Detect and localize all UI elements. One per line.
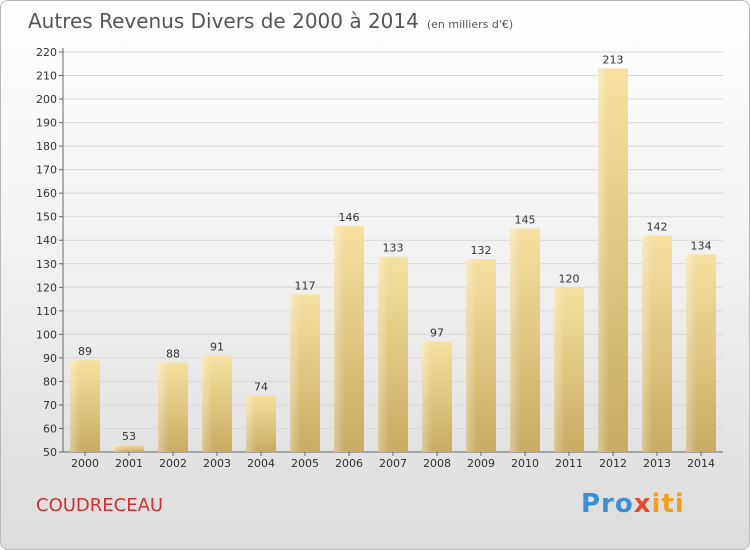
x-tick-label: 2000 xyxy=(71,457,99,470)
y-tick-label: 60 xyxy=(43,422,57,435)
bar-highlight xyxy=(510,228,521,452)
logo-part-3: iti xyxy=(651,489,685,519)
y-tick-label: 170 xyxy=(36,164,57,177)
y-tick-label: 110 xyxy=(36,305,57,318)
x-tick-label: 2010 xyxy=(511,457,539,470)
data-label: 132 xyxy=(471,244,492,257)
x-tick-label: 2006 xyxy=(335,457,363,470)
bar-highlight xyxy=(334,226,345,452)
data-label: 146 xyxy=(339,211,360,224)
y-tick-label: 80 xyxy=(43,375,57,388)
bar-highlight xyxy=(378,256,389,452)
data-label: 142 xyxy=(647,221,668,234)
data-label: 145 xyxy=(515,213,536,226)
bar-highlight xyxy=(642,235,653,452)
y-tick-label: 160 xyxy=(36,187,57,200)
x-tick-label: 2005 xyxy=(291,457,319,470)
bar-highlight xyxy=(70,360,81,452)
data-label: 74 xyxy=(254,381,268,394)
x-tick-label: 2004 xyxy=(247,457,275,470)
data-label: 133 xyxy=(383,242,404,255)
x-tick-label: 2007 xyxy=(379,457,407,470)
data-label: 53 xyxy=(122,430,136,443)
x-tick-label: 2001 xyxy=(115,457,143,470)
y-tick-label: 210 xyxy=(36,70,57,83)
y-tick-label: 150 xyxy=(36,211,57,224)
bar-highlight xyxy=(466,259,477,452)
y-tick-label: 70 xyxy=(43,399,57,412)
x-tick-label: 2009 xyxy=(467,457,495,470)
bar-highlight xyxy=(246,395,257,452)
bar-highlight xyxy=(158,362,169,452)
y-tick-label: 200 xyxy=(36,93,57,106)
data-label: 97 xyxy=(430,326,444,339)
x-tick-label: 2014 xyxy=(687,457,715,470)
x-tick-label: 2002 xyxy=(159,457,187,470)
x-tick-label: 2012 xyxy=(599,457,627,470)
y-tick-label: 140 xyxy=(36,234,57,247)
data-label: 120 xyxy=(559,272,580,285)
bar xyxy=(114,444,144,452)
y-tick-label: 50 xyxy=(43,446,57,459)
data-label: 134 xyxy=(691,239,712,252)
y-tick-label: 220 xyxy=(36,46,57,59)
bar-highlight xyxy=(554,287,565,452)
bar-highlight xyxy=(202,355,213,452)
data-label: 89 xyxy=(78,345,92,358)
x-tick-label: 2003 xyxy=(203,457,231,470)
proxiti-logo: Proxiti xyxy=(581,489,685,519)
y-tick-label: 100 xyxy=(36,328,57,341)
data-label: 88 xyxy=(166,348,180,361)
data-label: 117 xyxy=(295,279,316,292)
bar-highlight xyxy=(422,341,433,452)
y-tick-label: 120 xyxy=(36,281,57,294)
x-tick-label: 2008 xyxy=(423,457,451,470)
chart-title: Autres Revenus Divers de 2000 à 2014 (en … xyxy=(28,9,513,33)
bar-highlight xyxy=(290,294,301,452)
bar-highlight xyxy=(598,68,609,453)
y-tick-label: 90 xyxy=(43,352,57,365)
x-tick-label: 2011 xyxy=(555,457,583,470)
logo-part-2: x xyxy=(633,489,652,519)
y-tick-label: 190 xyxy=(36,117,57,130)
x-tick-label: 2013 xyxy=(643,457,671,470)
bar-highlight xyxy=(114,444,125,452)
y-tick-label: 130 xyxy=(36,258,57,271)
y-tick-label: 180 xyxy=(36,140,57,153)
title-main: Autres Revenus Divers de 2000 à 2014 xyxy=(28,9,419,33)
title-subtitle: (en milliers d'€) xyxy=(426,18,514,31)
bar-highlight xyxy=(686,254,697,452)
commune-name: COUDRECEAU xyxy=(36,495,164,516)
data-label: 213 xyxy=(603,53,624,66)
logo-part-1: Pro xyxy=(581,489,634,519)
data-label: 91 xyxy=(210,341,224,354)
